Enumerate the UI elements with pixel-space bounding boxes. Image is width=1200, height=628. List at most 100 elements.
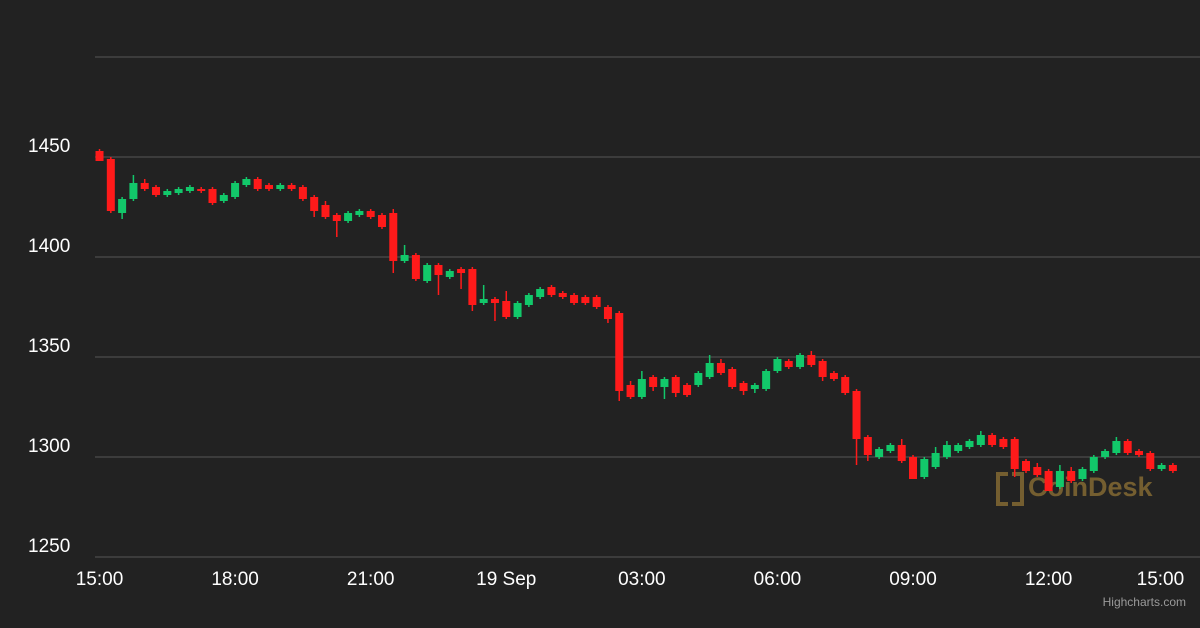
candle-body (954, 445, 963, 451)
candle-body (1168, 465, 1177, 471)
candle-body (400, 255, 409, 261)
candle-body (129, 183, 138, 199)
candle-body (1033, 467, 1042, 475)
candle-body (231, 183, 240, 197)
candle-body (626, 385, 635, 397)
candle-body (931, 453, 940, 467)
candle-body (1010, 439, 1019, 469)
candle-body (490, 299, 499, 303)
candle-body (1022, 461, 1031, 471)
candle-body (152, 187, 161, 195)
candle-body (1157, 465, 1166, 469)
candle-body (457, 269, 466, 273)
y-tick-label: 1450 (28, 136, 70, 157)
candle-body (909, 457, 918, 479)
candle-body (174, 189, 183, 193)
candle-body (332, 215, 341, 221)
candle-body (321, 205, 330, 217)
candle-body (423, 265, 432, 281)
credit[interactable]: Highcharts.com (1103, 595, 1186, 609)
candle-body (818, 361, 827, 377)
x-tick-label: 15:00 (76, 569, 124, 590)
candle-body (1146, 453, 1155, 469)
candle-body (547, 287, 556, 295)
candle-body (683, 385, 692, 395)
candle-body (773, 359, 782, 371)
candle-body (784, 361, 793, 367)
candle-body (95, 151, 104, 161)
candle-body (615, 313, 624, 391)
candle-body (445, 271, 454, 277)
candle-body (1044, 471, 1053, 491)
candle-body (434, 265, 443, 275)
candle-body (253, 179, 262, 189)
candle-body (355, 211, 364, 215)
y-tick-label: 1400 (28, 236, 70, 257)
candle-body (468, 269, 477, 305)
candle-body (287, 185, 296, 189)
candle-body (570, 295, 579, 303)
candle-body (705, 363, 714, 377)
candle-body (863, 437, 872, 455)
candle-body (298, 187, 307, 199)
candle-body (140, 183, 149, 189)
candle-body (886, 445, 895, 451)
candle-body (1123, 441, 1132, 453)
candle-body (163, 191, 172, 195)
candle-body (694, 373, 703, 385)
candle-body (185, 187, 194, 191)
candle-body (208, 189, 217, 203)
candle-body (513, 303, 522, 317)
candle-body (988, 435, 997, 445)
candle-body (976, 435, 985, 445)
candle-body (1101, 451, 1110, 457)
watermark-icon (996, 472, 1024, 506)
candle-body (671, 377, 680, 393)
candle-body (1134, 451, 1143, 455)
x-tick-label: 03:00 (618, 569, 666, 590)
candle-body (479, 299, 488, 303)
candle-body (1089, 457, 1098, 471)
candle-body (807, 355, 816, 365)
candle-body (581, 297, 590, 303)
candle-body (750, 385, 759, 389)
x-tick-label: 18:00 (211, 569, 259, 590)
candle-body (1078, 469, 1087, 479)
x-tick-label: 21:00 (347, 569, 395, 590)
y-tick-label: 1300 (28, 436, 70, 457)
candle-body (502, 301, 511, 317)
candle-body (1055, 471, 1064, 487)
candle-body (106, 159, 115, 211)
candle-body (965, 441, 974, 447)
candle-body (942, 445, 951, 457)
candle-body (366, 211, 375, 217)
candle-body (841, 377, 850, 393)
candle-body (649, 377, 658, 387)
candle-body (920, 459, 929, 477)
x-tick-label: 06:00 (754, 569, 802, 590)
x-tick-label: 09:00 (889, 569, 937, 590)
candle-body (310, 197, 319, 211)
x-tick-label: 19 Sep (476, 569, 536, 590)
x-tick-label: 12:00 (1025, 569, 1073, 590)
candle-body (524, 295, 533, 305)
candle-body (796, 355, 805, 367)
candle-body (1112, 441, 1121, 453)
candle-body (197, 189, 206, 191)
candle-body (389, 213, 398, 261)
candle-body (242, 179, 251, 185)
candle-body (603, 307, 612, 319)
candle-body (716, 363, 725, 373)
candle-body (999, 439, 1008, 447)
candle-body (219, 195, 228, 201)
candle-body (852, 391, 861, 439)
candle-body (660, 379, 669, 387)
watermark-logo (996, 472, 1024, 506)
candle-body (637, 379, 646, 397)
candle-body (592, 297, 601, 307)
candle-body (762, 371, 771, 389)
candle-body (118, 199, 127, 213)
candle-body (276, 185, 285, 189)
